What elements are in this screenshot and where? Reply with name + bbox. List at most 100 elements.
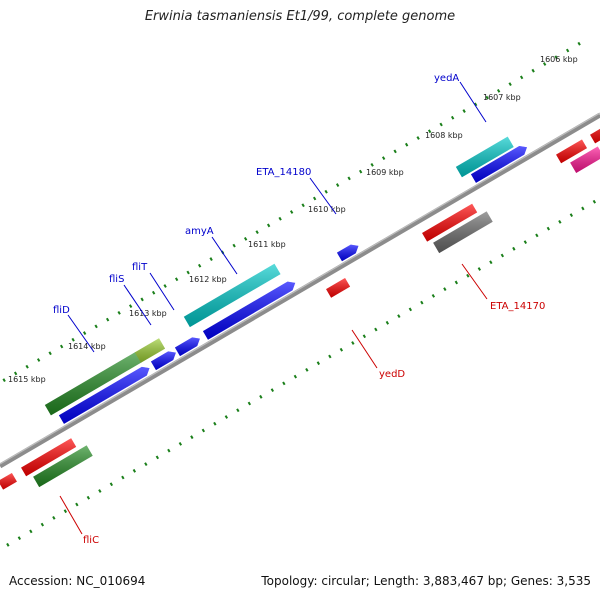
minor-tick	[462, 109, 466, 113]
gene-bar-red-shading	[422, 203, 478, 242]
minor-tick	[255, 230, 259, 235]
gene-bar-pink-shading	[570, 146, 600, 173]
gene-bar-blue-shading	[336, 244, 359, 262]
minor-tick	[443, 287, 447, 292]
gene-bar-red-shading	[326, 278, 351, 298]
minor-tick	[339, 347, 344, 352]
minor-tick	[109, 482, 114, 487]
kbp-label: 1609 kbp	[366, 168, 404, 177]
minor-tick	[508, 82, 512, 87]
minor-tick	[592, 199, 597, 204]
minor-tick	[427, 129, 432, 134]
gene-bar-blue-shading	[150, 351, 176, 371]
gene-bar-blue-shading	[58, 366, 150, 424]
minor-tick	[542, 62, 547, 66]
minor-tick	[347, 176, 351, 181]
minor-tick	[174, 277, 179, 282]
minor-tick	[301, 203, 305, 208]
minor-tick	[581, 206, 585, 211]
minor-tick	[477, 267, 482, 271]
kbp-label: 1612 kbp	[189, 275, 227, 284]
minor-tick	[397, 314, 401, 318]
gene-bar-blue-shading	[174, 337, 200, 357]
minor-tick	[404, 142, 409, 147]
minor-tick	[59, 344, 64, 349]
minor-tick	[351, 341, 355, 345]
label-connector	[149, 272, 175, 311]
minor-tick	[282, 381, 286, 386]
gene-bar-blue-shading	[470, 146, 527, 183]
label-connector	[211, 236, 238, 275]
minor-tick	[105, 317, 110, 322]
minor-tick	[82, 331, 87, 335]
minor-tick	[420, 300, 424, 305]
gene-label-reverse: yedD	[379, 369, 405, 380]
minor-tick	[577, 41, 581, 46]
minor-tick	[132, 468, 137, 473]
minor-tick	[370, 162, 374, 167]
minor-tick	[500, 253, 505, 258]
minor-tick	[197, 263, 202, 268]
minor-tick	[117, 310, 121, 315]
kbp-label: 1615 kbp	[8, 375, 46, 384]
minor-tick	[259, 394, 263, 399]
minor-tick	[236, 408, 240, 413]
gene-bar-green-shading	[33, 445, 93, 488]
minor-tick	[512, 246, 516, 251]
gene-bar-red-shading	[556, 139, 588, 164]
minor-tick	[25, 364, 29, 369]
minor-tick	[531, 68, 535, 73]
accession-text: Accession: NC_010694	[9, 574, 146, 588]
minor-tick	[489, 260, 493, 265]
minor-tick	[178, 442, 183, 446]
gene-bar-blue-shading	[202, 281, 296, 340]
minor-tick	[63, 509, 68, 514]
minor-tick	[362, 334, 367, 339]
label-connector	[459, 81, 487, 123]
minor-tick	[6, 542, 10, 547]
minor-tick	[144, 462, 148, 466]
kbp-label: 1614 kbp	[68, 342, 106, 351]
minor-tick	[151, 290, 156, 295]
minor-tick	[358, 169, 363, 174]
minor-tick	[213, 421, 217, 426]
label-connector	[351, 329, 378, 369]
minor-tick	[270, 388, 275, 392]
minor-tick	[278, 216, 282, 221]
genome-stats-text: Topology: circular; Length: 3,883,467 bp…	[261, 574, 591, 588]
gene-bar-yedA-cyan-shading	[455, 136, 514, 178]
gene-label-forward: fliD	[53, 305, 70, 316]
minor-tick	[316, 361, 321, 366]
genome-backbone-highlight	[0, 112, 600, 465]
minor-tick	[201, 428, 206, 433]
minor-tick	[374, 327, 378, 332]
minor-tick	[247, 401, 252, 406]
minor-tick	[36, 358, 41, 362]
gene-bar-fliT-shading	[134, 338, 166, 363]
minor-tick	[473, 102, 478, 107]
kbp-label: 1608 kbp	[425, 131, 463, 140]
minor-tick	[167, 448, 171, 453]
minor-tick	[163, 284, 167, 288]
minor-tick	[2, 378, 6, 383]
minor-tick	[554, 55, 558, 60]
kbp-label: 1610 kbp	[308, 205, 346, 214]
minor-tick	[52, 516, 56, 520]
minor-tick	[86, 495, 91, 500]
minor-tick	[121, 475, 125, 480]
minor-tick	[450, 115, 455, 120]
minor-tick	[558, 220, 562, 224]
label-connector	[309, 177, 337, 215]
gene-bar-green-shading	[44, 351, 142, 416]
gene-label-reverse: ETA_14170	[490, 301, 545, 312]
gene-label-forward: fliT	[132, 262, 148, 273]
kbp-label: 1606 kbp	[540, 55, 578, 64]
minor-tick	[13, 371, 18, 376]
minor-tick	[232, 243, 236, 248]
gene-label-forward: fliS	[109, 274, 124, 285]
minor-tick	[75, 502, 79, 507]
minor-tick	[155, 455, 160, 460]
minor-tick	[128, 304, 133, 309]
minor-tick	[466, 273, 470, 278]
